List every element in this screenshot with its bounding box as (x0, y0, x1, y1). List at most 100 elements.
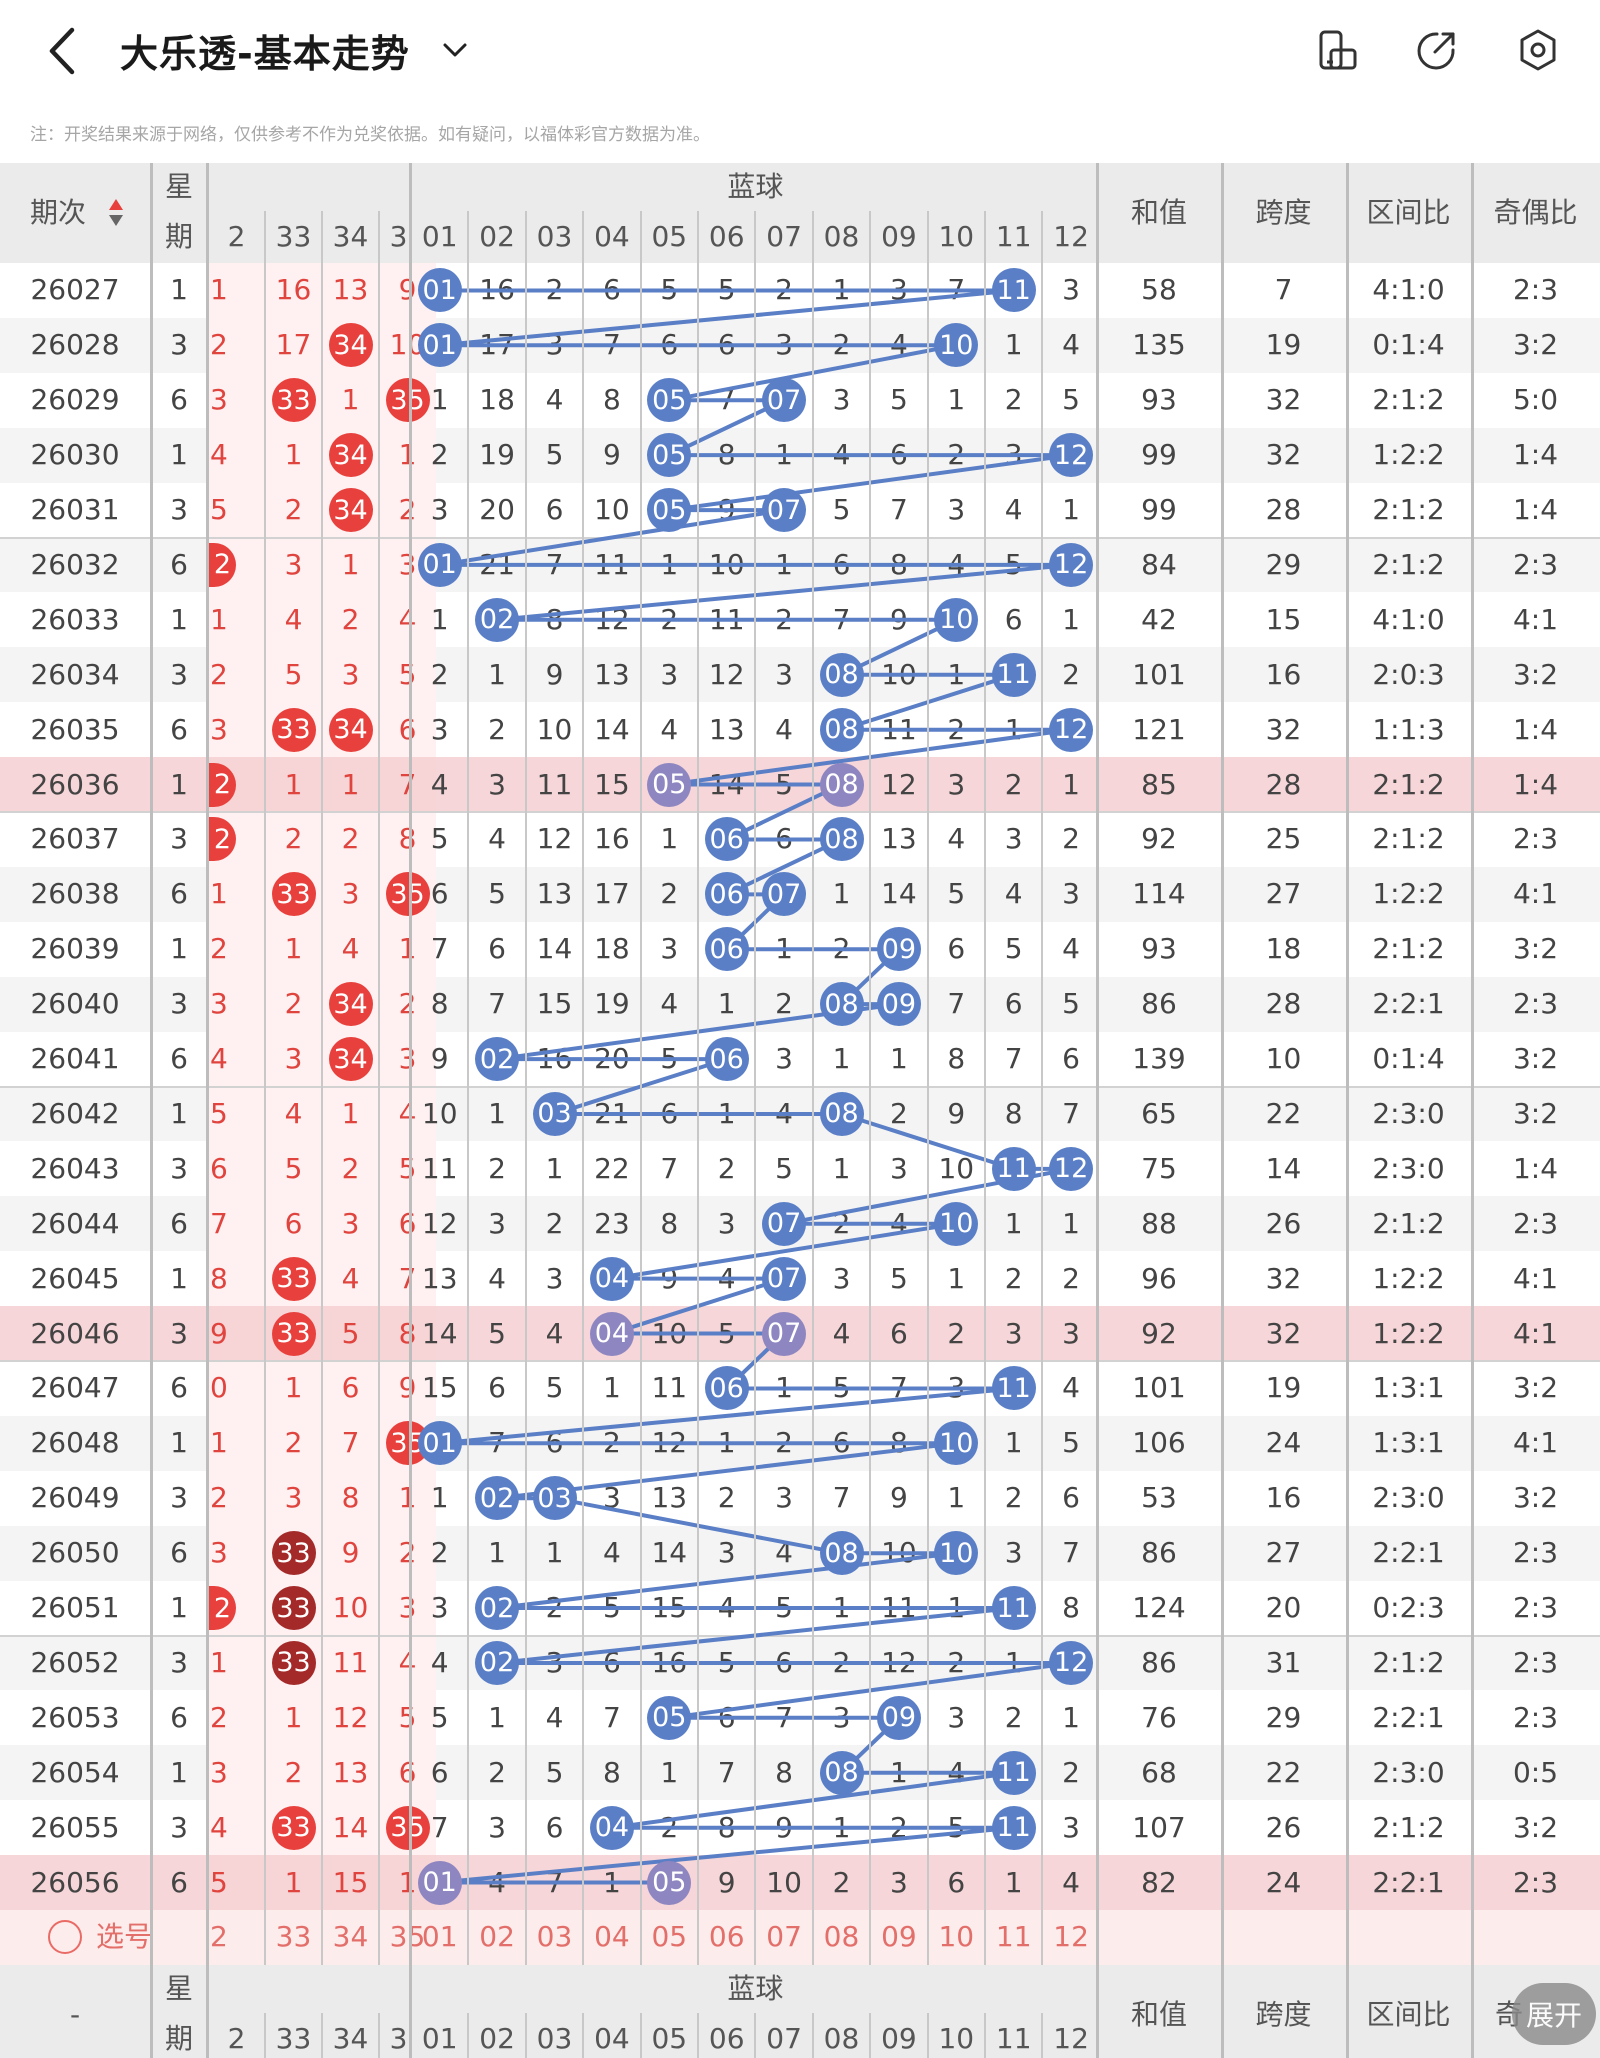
pick-blue-number[interactable]: 04 (594, 1920, 630, 1954)
sum-cell: 85 (1141, 767, 1177, 801)
pick-red-number[interactable]: 34 (332, 1920, 369, 1954)
blue-miss-cell: 2 (717, 1481, 736, 1515)
pick-blue-number[interactable]: 03 (536, 1920, 573, 1954)
span-cell: 32 (1265, 1316, 1302, 1350)
red-miss-cell: 2 (284, 1755, 303, 1789)
zone-ratio-cell: 1:2:2 (1372, 1261, 1445, 1295)
period-cell: 26031 (30, 493, 120, 527)
column-divider (467, 211, 470, 1965)
blue-miss-cell: 6 (602, 1645, 621, 1679)
pick-red-number[interactable]: 2 (210, 1920, 228, 1954)
pick-blue-number[interactable]: 10 (938, 1920, 975, 1954)
blue-miss-cell: 6 (889, 1316, 908, 1350)
blue-miss-cell: 1 (832, 1810, 851, 1844)
red-miss-cell: 4 (341, 1261, 360, 1295)
blue-ball: 03 (532, 1091, 577, 1136)
blue-miss-cell: 3 (1062, 877, 1080, 911)
blue-ball: 01 (417, 1421, 462, 1466)
span-cell: 10 (1265, 1042, 1302, 1076)
blue-miss-cell: 3 (832, 1700, 851, 1734)
header-red-col: 34 (322, 211, 379, 263)
header-blue-col: 07 (755, 211, 813, 263)
blue-ball: 12 (1049, 1640, 1094, 1685)
pick-blue-number[interactable]: 02 (479, 1920, 515, 1954)
sum-cell: 82 (1141, 1865, 1177, 1899)
blue-miss-cell: 1 (430, 602, 449, 636)
blue-miss-cell: 2 (889, 1096, 908, 1130)
column-divider (926, 2012, 929, 2058)
blue-miss-cell: 1 (1004, 328, 1023, 362)
blue-miss-cell: 1 (488, 1700, 506, 1734)
blue-miss-cell: 6 (488, 932, 506, 966)
blue-miss-cell: 9 (889, 1481, 908, 1515)
red-miss-cell: 1 (341, 547, 360, 581)
red-miss-cell: 1 (210, 273, 228, 307)
blue-miss-cell: 14 (536, 932, 573, 966)
blue-ball: 07 (762, 1256, 807, 1301)
blue-miss-cell: 2 (602, 1426, 621, 1460)
blue-miss-cell: 5 (717, 1316, 736, 1350)
header-blue-col: 03 (525, 211, 584, 263)
header-period: - (0, 1964, 150, 2058)
blue-miss-cell: 2 (488, 1755, 506, 1789)
red-miss-cell: 3 (341, 657, 360, 691)
header-weekday-top: 星 (150, 1964, 208, 2013)
pick-radio[interactable] (48, 1920, 82, 1954)
pick-blue-number[interactable]: 09 (881, 1920, 917, 1954)
blue-miss-cell: 2 (832, 1645, 851, 1679)
blue-miss-cell: 7 (889, 493, 908, 527)
back-button[interactable] (38, 22, 88, 80)
red-miss-cell: 5 (284, 657, 303, 691)
pick-red-number[interactable]: 35 (389, 1920, 426, 1954)
pick-blue-number[interactable]: 11 (995, 1920, 1032, 1954)
blue-miss-cell: 10 (651, 1316, 688, 1350)
blue-ball: 06 (704, 1366, 749, 1411)
blue-miss-cell: 1 (1004, 1865, 1023, 1899)
period-cell: 26036 (30, 767, 120, 801)
blue-ball: 10 (934, 597, 979, 642)
blue-miss-cell: 7 (717, 1755, 736, 1789)
settings-button[interactable] (1514, 26, 1562, 74)
blue-miss-cell: 2 (832, 932, 851, 966)
blue-ball: 11 (991, 268, 1036, 313)
blue-miss-cell: 1 (430, 1481, 449, 1515)
blue-miss-cell: 4 (602, 1536, 621, 1570)
blue-miss-cell: 3 (488, 767, 506, 801)
sort-icon[interactable] (108, 197, 124, 229)
blue-miss-cell: 4 (488, 822, 506, 856)
blue-miss-cell: 6 (1062, 1481, 1080, 1515)
blue-miss-cell: 20 (594, 1042, 630, 1076)
header-blue-col: 02 (468, 211, 526, 263)
pick-blue-number[interactable]: 01 (421, 1920, 458, 1954)
weekday-cell: 1 (170, 273, 188, 307)
span-cell: 31 (1265, 1645, 1302, 1679)
pick-label[interactable]: 选号 (96, 1920, 153, 1954)
title-dropdown[interactable]: 大乐透-基本走势 (120, 20, 470, 80)
expand-button[interactable]: 展开 (1512, 1983, 1596, 2045)
header-period[interactable]: 期次 (0, 163, 116, 263)
red-miss-cell: 8 (341, 1481, 360, 1515)
zone-ratio-cell: 2:2:1 (1372, 1865, 1445, 1899)
column-divider (811, 211, 814, 1965)
blue-miss-cell: 2 (1062, 1755, 1080, 1789)
blue-miss-cell: 5 (488, 1316, 506, 1350)
blue-miss-cell: 2 (430, 438, 449, 472)
zone-ratio-cell: 1:2:2 (1372, 877, 1445, 911)
blue-miss-cell: 1 (775, 547, 793, 581)
weekday-cell: 1 (170, 1096, 188, 1130)
pick-blue-number[interactable]: 07 (766, 1920, 802, 1954)
share-button[interactable] (1413, 26, 1461, 74)
rotate-screen-button[interactable] (1313, 26, 1361, 74)
header-blue-col: 07 (755, 2012, 813, 2058)
pick-blue-number[interactable]: 08 (823, 1920, 860, 1954)
column-divider (926, 211, 929, 1965)
pick-red-number[interactable]: 33 (275, 1920, 312, 1954)
column-divider (811, 2012, 814, 2058)
span-cell: 7 (1274, 273, 1293, 307)
blue-miss-cell: 1 (1004, 712, 1023, 746)
pick-blue-number[interactable]: 06 (708, 1920, 745, 1954)
pick-blue-number[interactable]: 05 (651, 1920, 688, 1954)
pick-blue-number[interactable]: 12 (1053, 1920, 1089, 1954)
blue-miss-cell: 16 (479, 273, 515, 307)
weekday-cell: 3 (170, 1151, 188, 1185)
